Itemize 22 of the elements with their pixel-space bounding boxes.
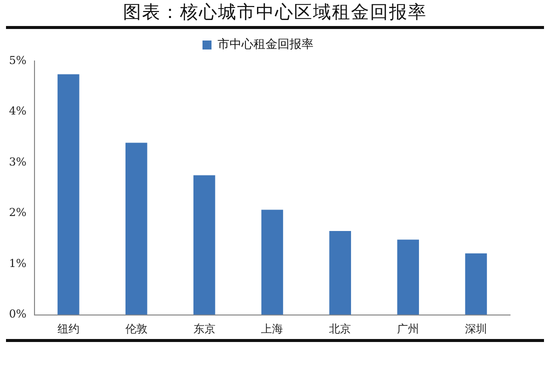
y-tick-label: 2% [9,206,26,220]
legend-label: 市中心租金回报率 [218,37,314,52]
bar [193,175,216,315]
bar [58,74,80,315]
bar [125,142,148,315]
x-tick-label: 东京 [193,322,216,336]
bar [397,240,419,315]
chart-title: 图表：核心城市中心区域租金回报率 [122,1,428,25]
y-tick-label: 5% [9,54,26,67]
y-tick-label: 3% [9,155,26,168]
y-tick-label: 4% [9,104,26,118]
x-tick-label: 北京 [329,322,352,336]
x-tick-label: 纽约 [57,322,80,336]
bar [261,210,284,315]
x-tick-label: 深圳 [465,322,488,336]
x-tick-label: 上海 [261,322,284,336]
bar [329,231,352,315]
y-tick-label: 1% [9,256,26,270]
x-tick-label: 伦敦 [125,322,148,336]
y-tick-label: 0% [9,308,26,321]
x-tick-label: 广州 [397,322,420,336]
bar [465,253,487,315]
